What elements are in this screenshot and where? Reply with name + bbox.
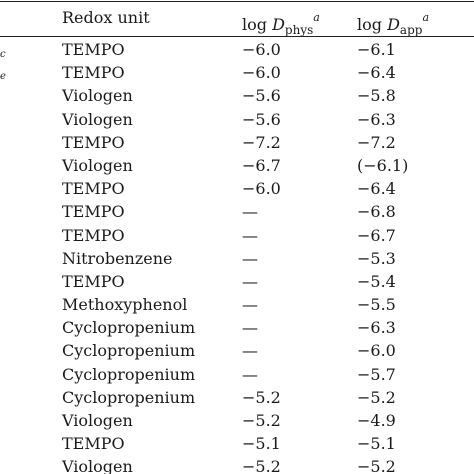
table-body: TEMPO −6.0 −6.1 TEMPO −6.0 −6.4 Viologen −5.6 −5… (0, 38, 474, 474)
header-log-d-phys: log Dphysa (242, 8, 320, 40)
header-log-label: log (357, 15, 382, 34)
redox-unit-cell: Viologen (62, 86, 133, 106)
table-row: Viologen −5.2 −4.9 (0, 409, 474, 432)
log-d-app-cell: −6.1 (357, 40, 396, 59)
log-d-phys-cell: −5.2 (242, 457, 281, 474)
log-d-app-cell: −5.7 (357, 364, 396, 384)
log-d-app-cell: −5.1 (357, 434, 396, 454)
log-d-app-cell: (−6.1) (357, 155, 409, 175)
log-d-phys-cell: — (242, 318, 258, 338)
redox-unit-cell: Cyclopropenium (62, 341, 196, 361)
table-row: Nitrobenzene — −5.3 (0, 247, 474, 270)
redox-unit-cell: TEMPO (62, 63, 125, 83)
log-d-phys-cell: −6.0 (242, 63, 281, 83)
table-row: TEMPO — −5.4 (0, 270, 474, 293)
log-d-app-cell: −6.3 (357, 109, 396, 129)
table-row: Cyclopropenium — −6.3 (0, 316, 474, 339)
log-d-app-cell: −7.2 (357, 132, 396, 152)
header-redox-unit: Redox unit (62, 8, 150, 27)
redox-unit-cell: Nitrobenzene (62, 248, 173, 268)
table-row: Viologen −5.6 −6.3 (0, 108, 474, 131)
log-d-phys-cell: — (242, 271, 258, 291)
log-d-phys-cell: — (242, 364, 258, 384)
table-row: TEMPO −6.0 −6.1 (0, 38, 474, 61)
table-row: TEMPO −7.2 −7.2 (0, 131, 474, 154)
redox-unit-cell: TEMPO (62, 179, 125, 199)
log-d-app-cell: −5.8 (357, 86, 396, 106)
log-d-phys-cell: — (242, 202, 258, 222)
log-d-app-cell: −5.5 (357, 295, 396, 315)
log-d-phys-cell: — (242, 341, 258, 361)
log-d-app-cell: −5.2 (357, 387, 396, 407)
log-d-phys-cell: −5.2 (242, 387, 281, 407)
header-rule (0, 36, 474, 37)
left-edge-footnote: e (0, 71, 6, 82)
log-d-app-cell: −6.7 (357, 225, 396, 245)
log-d-app-cell: −6.4 (357, 179, 396, 199)
header-footnote-a: a (422, 11, 430, 24)
redox-unit-cell: TEMPO (62, 132, 125, 152)
log-d-phys-cell: −6.0 (242, 179, 281, 199)
redox-unit-cell: Cyclopropenium (62, 318, 196, 338)
table-row: Methoxyphenol — −5.5 (0, 293, 474, 316)
redox-unit-cell: TEMPO (62, 271, 125, 291)
log-d-phys-cell: −5.1 (242, 434, 281, 454)
redox-unit-cell: Viologen (62, 457, 133, 474)
log-d-phys-cell: — (242, 225, 258, 245)
log-d-app-cell: −6.3 (357, 318, 396, 338)
log-d-phys-cell: −6.7 (242, 155, 281, 175)
log-d-phys-cell: −5.6 (242, 109, 281, 129)
log-d-app-cell: −5.3 (357, 248, 396, 268)
table-row: Cyclopropenium −5.2 −5.2 (0, 386, 474, 409)
log-d-phys-cell: −6.0 (242, 40, 281, 59)
table-row: Viologen −5.2 −5.2 (0, 455, 474, 474)
table-row: Viologen −6.7 (−6.1) (0, 154, 474, 177)
table-row: TEMPO −6.0 −6.4 (0, 61, 474, 84)
redox-unit-cell: Viologen (62, 411, 133, 430)
left-edge-mark: Je (0, 68, 6, 89)
redox-unit-cell: Methoxyphenol (62, 295, 188, 315)
redox-unit-cell: TEMPO (62, 202, 125, 222)
redox-unit-cell: Cyclopropenium (62, 364, 196, 384)
log-d-app-cell: −6.4 (357, 63, 396, 83)
log-d-app-cell: −6.0 (357, 341, 396, 361)
table-row: Cyclopropenium — −6.0 (0, 339, 474, 362)
table-row: TEMPO — −6.8 (0, 200, 474, 223)
redox-unit-cell: Cyclopropenium (62, 387, 196, 407)
log-d-app-cell: −6.8 (357, 202, 396, 222)
table-row: TEMPO −5.1 −5.1 (0, 432, 474, 455)
table-row: TEMPO — −6.7 (0, 224, 474, 247)
header-d-symbol: D (272, 15, 285, 34)
table-row: Cyclopropenium — −5.7 (0, 363, 474, 386)
left-edge-mark: Jc (0, 46, 6, 67)
log-d-phys-cell: −5.2 (242, 411, 281, 430)
redox-unit-cell: Viologen (62, 155, 133, 175)
log-d-app-cell: −4.9 (357, 411, 396, 430)
log-d-app-cell: −5.2 (357, 457, 396, 474)
log-d-phys-cell: — (242, 295, 258, 315)
header-phys-subscript: phys (284, 23, 314, 37)
header-app-subscript: app (399, 23, 423, 37)
redox-unit-cell: Viologen (62, 109, 133, 129)
header-footnote-a: a (313, 11, 320, 24)
redox-unit-cell: TEMPO (62, 225, 125, 245)
table-row: TEMPO −6.0 −6.4 (0, 177, 474, 200)
log-d-phys-cell: −5.6 (242, 86, 281, 106)
table-row: Viologen −5.6 −5.8 (0, 84, 474, 107)
log-d-app-cell: −5.4 (357, 271, 396, 291)
top-rule (0, 1, 474, 2)
log-d-phys-cell: −7.2 (242, 132, 281, 152)
left-edge-footnote: c (0, 49, 6, 60)
header-log-d-app: log Dappa (357, 8, 429, 40)
redox-unit-cell: TEMPO (62, 434, 125, 454)
redox-unit-cell: TEMPO (62, 40, 125, 59)
log-d-phys-cell: — (242, 248, 258, 268)
header-d-symbol: D (387, 15, 400, 34)
header-log-label: log (242, 15, 267, 34)
